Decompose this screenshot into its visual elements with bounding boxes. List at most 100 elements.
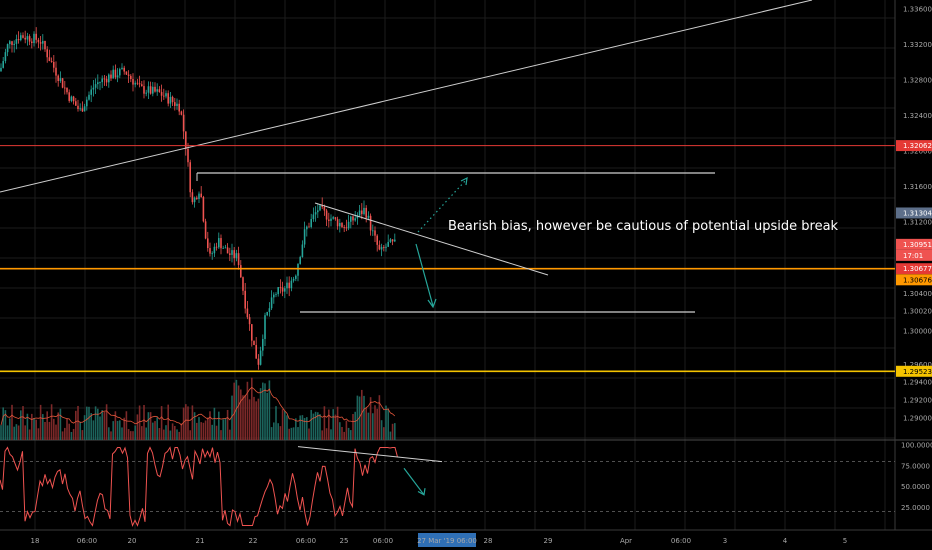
volume-bar [59,408,62,440]
volume-bar [367,412,370,440]
volume-bar [391,423,394,440]
candle-body [341,223,343,228]
volume-bar [26,413,29,440]
candle-body [31,41,33,44]
time-tick-label: 29 [544,537,553,545]
volume-bar [28,429,31,440]
candle-body [220,238,222,249]
price-tick-label: 1.29200 [903,397,932,405]
volume-bar [218,411,220,440]
volume-bar [187,406,189,440]
volume-bar [266,392,268,440]
candle-body [347,221,350,229]
price-tick-label: 1.33200 [903,41,932,49]
candle-body [312,214,315,220]
candle-body [323,206,326,211]
volume-bar [376,408,378,440]
volume-bar [4,410,7,440]
candle-body [332,217,334,219]
volume-bar [11,404,13,440]
grid [0,0,932,531]
oscillator-tick-label: 50.0000 [901,483,930,491]
candle-body [198,193,200,199]
volume-bar [160,406,163,440]
volume-bar [46,411,48,440]
volume-bar [156,417,158,440]
price-badge [896,274,932,286]
candle-body [246,308,249,318]
upside-arrow-dotted [417,179,467,233]
price-badge-label: 17:01 [903,252,923,260]
candle-body [253,340,255,346]
volume-bar [308,428,310,440]
candle-body [367,215,370,218]
volume-bar [374,405,376,440]
volume-bar [207,417,209,440]
volume-bar [369,397,372,440]
candle-body [163,95,165,97]
price-badge [896,249,932,261]
oscillator-tick-label: 25.0000 [901,504,930,512]
volume-bar [312,413,315,440]
candle-body [130,75,132,79]
candle-body [240,265,242,278]
candle-body [72,96,75,102]
oscillator-axis[interactable]: 100.0000 75.0000 50.0000 25.0000 [901,442,932,512]
time-tick-label: 25 [340,537,349,545]
price-badge-label: 1.30677 [903,265,932,273]
candlesticks [0,27,396,370]
volume-bar [57,412,59,440]
volume-bar [198,417,200,440]
volume-bar [314,411,317,440]
candle-body [171,96,174,103]
candle-body [20,35,22,41]
oscillator-tick-label: 100.0000 [901,442,932,450]
volume-bar [39,404,42,440]
candle-body [264,315,266,339]
volume-bar [270,427,273,440]
volume-bar [288,428,290,440]
volume-bar [108,427,110,440]
time-axis[interactable]: 18 06:00 20 21 22 06:00 25 06:00 27 Mar '19 06:0… [31,533,848,547]
candle-body [281,287,284,292]
candle-body [92,87,95,90]
candle-body [22,35,24,38]
volume-bar [171,423,174,440]
candle-body [394,239,396,242]
candle-body [345,227,348,229]
volume-bar [48,421,51,440]
volume-bar [174,425,176,440]
volume-bar [185,404,187,440]
candle-body [389,239,392,242]
drawing-tools[interactable] [0,0,895,373]
volume-bar [242,395,244,440]
candle-body [189,162,191,193]
volume-bar [143,404,145,440]
volume-bar [253,396,255,440]
volume-bar [229,429,231,440]
candle-body [328,219,330,221]
price-tick-label: 1.30400 [903,290,932,298]
volume-bar [20,410,22,440]
volume-bar [275,406,277,440]
candle-body [57,75,59,81]
candle-body [9,41,11,45]
candle-body [193,197,196,203]
price-badge [896,263,932,275]
volume-bar [339,422,341,440]
candle-body [88,94,90,100]
chart-annotation[interactable]: Bearish bias, however be cautious of pot… [448,219,839,234]
price-axis[interactable]: 1.33600 1.33200 1.32800 1.32400 1.32000 1.316… [896,5,932,422]
volume-bar [264,383,266,440]
candle-body [99,82,101,83]
candle-body [165,93,167,97]
volume-bar [114,411,117,440]
candle-body [365,207,367,218]
candle-body [26,36,29,40]
volume-bar [319,414,321,440]
volume-bar [145,427,147,440]
candle-body [125,71,128,75]
time-tick-label: 18 [31,537,40,545]
volume-bar [330,429,332,440]
